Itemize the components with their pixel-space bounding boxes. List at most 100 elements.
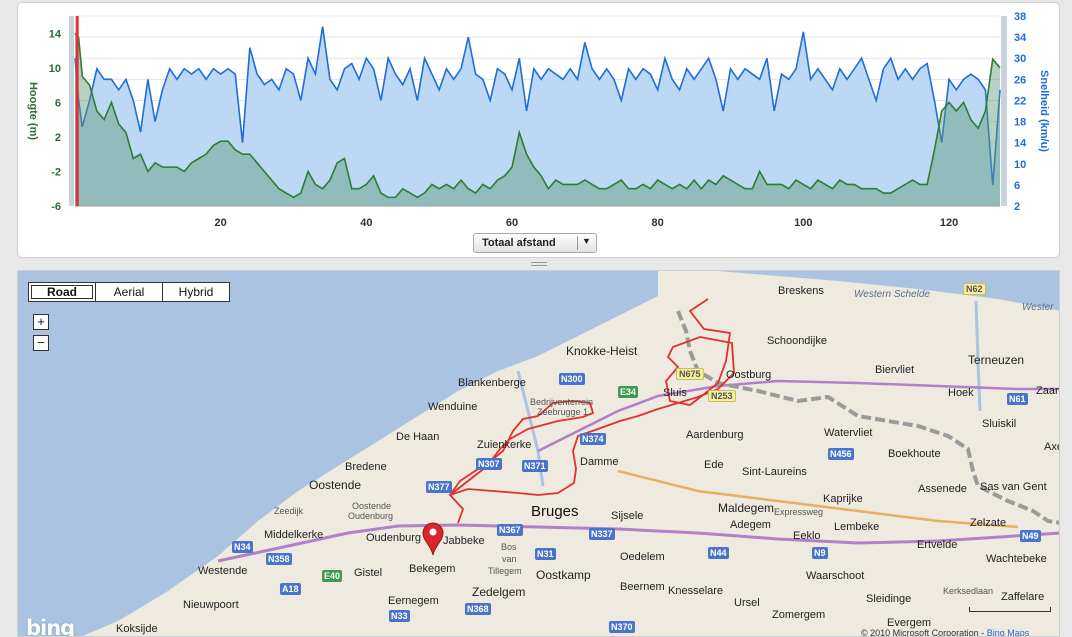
place-label: Expressweg (774, 507, 824, 517)
road-number-badge: N371 (522, 460, 548, 472)
place-label: Tillegem (488, 566, 522, 576)
place-label: Evergem (887, 617, 932, 629)
place-label: Sluiskil (982, 418, 1017, 430)
map-type-switcher: Road Aerial Hybrid (28, 282, 230, 302)
left-axis-tick-label: 2 (55, 132, 61, 144)
map-type-road[interactable]: Road (29, 283, 96, 301)
place-label: Oudenburg (366, 532, 422, 544)
road-number-badge: E34 (618, 386, 639, 398)
zoom-out-button[interactable]: − (33, 335, 49, 351)
left-axis-title: Hoogte (m) (27, 82, 39, 140)
chevron-down-icon: ▼ (582, 236, 591, 246)
place-label: Ertvelde (917, 539, 958, 551)
road-number-badge: N374 (580, 433, 606, 445)
road-number-badge: N31 (535, 548, 556, 560)
place-label: Boekhoute (888, 448, 941, 460)
place-label: Beernem (620, 581, 665, 593)
place-label: Ede (704, 459, 724, 471)
place-label: Terneuzen (968, 353, 1025, 367)
road-number-badge: N337 (589, 528, 615, 540)
right-axis-bar (1001, 16, 1007, 206)
chart-canvas[interactable]: 14 10 6 2 -2 -6 38 34 30 26 22 18 14 10 6 2 20 40 60 80 100 1… (18, 3, 1061, 259)
place-label: Western Schelde (854, 289, 930, 300)
place-label: Bruges (531, 503, 579, 520)
place-label: Adegem (730, 519, 771, 531)
place-label: Breskens (778, 285, 824, 297)
left-axis-tick-label: 14 (49, 28, 62, 40)
estuary (658, 271, 1059, 311)
place-label: Assenede (918, 483, 967, 495)
x-axis-metric-dropdown[interactable]: Totaal afstand ▼ (473, 233, 597, 253)
elevation-speed-chart[interactable]: 14 10 6 2 -2 -6 38 34 30 26 22 18 14 10 6 2 20 40 60 80 100 1… (17, 2, 1060, 258)
speed-line (74, 26, 1001, 185)
place-label: Oostende (309, 478, 362, 492)
dropdown-separator (577, 236, 578, 250)
map-type-aerial[interactable]: Aerial (96, 283, 163, 301)
place-label: Zeebrugge 1 (537, 407, 589, 417)
place-label: Sas van Gent (980, 481, 1047, 493)
place-label: Hoek (948, 387, 974, 399)
place-label: Kaprijke (823, 493, 863, 505)
map-type-hybrid[interactable]: Hybrid (178, 285, 214, 299)
place-label: Bos (501, 542, 517, 552)
place-label: Westende (198, 565, 248, 577)
x-axis-tick-label: 80 (652, 217, 664, 229)
left-axis-tick-label: -2 (51, 166, 61, 178)
x-axis-tick-label: 60 (506, 217, 518, 229)
road-number-badge: N61 (1007, 393, 1028, 405)
motorway-e40 (217, 523, 1059, 563)
place-label: Zomergem (772, 609, 826, 621)
left-axis-tick-label: 10 (49, 63, 61, 75)
motorway-e34 (537, 379, 1059, 453)
place-label: Wester (1022, 302, 1054, 313)
place-label: Gistel (354, 567, 383, 579)
place-label: Zaffelare (1001, 591, 1045, 603)
place-label: Oedelem (620, 551, 665, 563)
place-label: Sleidinge (866, 593, 912, 605)
road-number-badge: N33 (389, 610, 410, 622)
place-label: Bekegem (409, 563, 456, 575)
right-axis-tick-label: 38 (1014, 11, 1026, 23)
road-number-badge: N34 (232, 541, 253, 553)
place-label: Oudenburg (348, 511, 394, 521)
route-map[interactable]: Road Aerial Hybrid + − Breskens Western S… (17, 270, 1060, 637)
road-number-badge: N253 (708, 390, 736, 402)
start-location-pin-icon[interactable] (422, 522, 444, 556)
right-axis-tick-label: 18 (1014, 117, 1026, 129)
x-axis-tick-label: 120 (940, 217, 958, 229)
panel-resize-handle[interactable] (531, 262, 547, 268)
right-axis-tick-label: 22 (1014, 95, 1026, 107)
road-number-badge: N9 (812, 547, 828, 559)
place-label: Sijsele (611, 510, 644, 522)
place-label: Zelzate (970, 517, 1007, 529)
zoom-in-button[interactable]: + (33, 314, 49, 330)
place-label: Zaam (1036, 385, 1059, 397)
right-axis-tick-label: 34 (1014, 32, 1027, 44)
place-label: Blankenberge (458, 377, 526, 389)
place-label: Bredene (345, 461, 387, 473)
bing-maps-link[interactable]: Bing Maps (986, 628, 1030, 637)
place-label: Middelkerke (264, 529, 324, 541)
place-label: Bedrijventerrein (530, 397, 594, 407)
road-number-badge: N44 (708, 547, 729, 559)
right-axis-title: Snelheid (km/u) (1038, 70, 1050, 152)
place-label: Oostkamp (536, 568, 591, 582)
place-label: Damme (580, 456, 619, 468)
road-number-badge: A18 (280, 583, 301, 595)
place-label: Jabbeke (443, 535, 485, 547)
copyright-text: © 2010 Microsoft Corporation (861, 628, 979, 637)
place-label: Waarschoot (806, 570, 865, 582)
place-label: Oostende (352, 501, 392, 511)
place-label: Watervliet (824, 427, 873, 439)
road-number-badge: N368 (465, 603, 491, 615)
right-axis-tick-label: 26 (1014, 74, 1026, 86)
place-label: Zeedijk (274, 506, 304, 516)
bing-logo: bing (26, 616, 75, 637)
expressway-n49 (617, 469, 1019, 529)
place-label: Schoondijke (767, 335, 827, 347)
left-axis-bar (69, 16, 74, 206)
x-axis-tick-label: 20 (215, 217, 227, 229)
place-label: Maldegem (718, 501, 775, 515)
place-label: Eernegem (388, 595, 439, 607)
road-number-badge: N675 (676, 368, 704, 380)
